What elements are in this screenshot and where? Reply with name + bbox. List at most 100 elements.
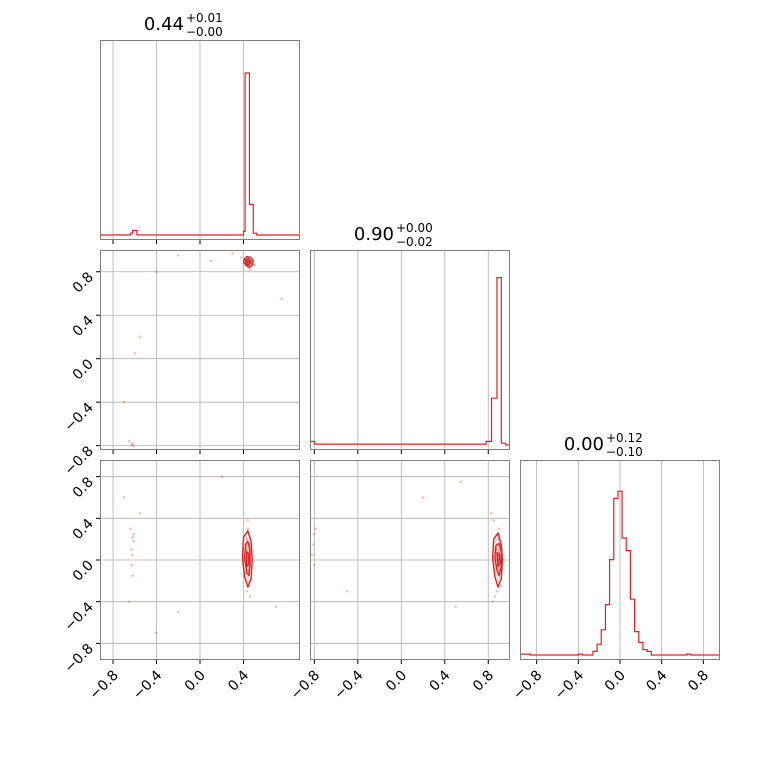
scatter-0-2-point-26 xyxy=(128,600,131,603)
scatter-1-2-frame xyxy=(310,460,510,660)
scatter-1-2-xtick-label-2: 0.0 xyxy=(383,668,410,695)
scatter-1-2-point-14 xyxy=(310,553,314,557)
scatter-1-2-contour-2 xyxy=(496,552,501,567)
scatter-1-2-point-19 xyxy=(421,496,425,499)
hist-param-1-title-plus: +0.00 xyxy=(396,221,433,235)
scatter-0-1-point-19 xyxy=(138,335,142,339)
hist-param-1-frame xyxy=(310,250,510,450)
scatter-0-2-point-15 xyxy=(131,553,134,557)
hist-param-0-title: 0.44 +0.01−0.00 xyxy=(144,11,223,39)
hist-param-2-xtick-label-2: 0.0 xyxy=(602,668,629,695)
hist-param-1-title-minus: −0.02 xyxy=(396,235,433,249)
scatter-0-1-point-13 xyxy=(231,251,234,255)
hist-param-2-title: 0.00 +0.12−0.10 xyxy=(564,431,643,459)
hist-param-2-step-line xyxy=(520,490,720,656)
scatter-0-1-frame xyxy=(100,250,300,450)
scatter-0-1-point-15 xyxy=(132,444,135,447)
scatter-0-2-ytick-label-1: −0.4 xyxy=(61,599,96,634)
scatter-0-2-ytick-label-2: 0.0 xyxy=(70,558,97,585)
hist-param-2-xtick-label-4: 0.8 xyxy=(685,668,712,695)
scatter-0-2-ytick-label-4: 0.8 xyxy=(70,474,97,501)
scatter-1-2-point-13 xyxy=(311,543,315,546)
hist-param-2-title-minus: −0.10 xyxy=(606,445,643,459)
scatter-0-1-point-24 xyxy=(209,259,213,263)
scatter-0-2-ytick-label-3: 0.4 xyxy=(70,516,97,543)
hist-param-0-frame xyxy=(100,40,300,240)
scatter-0-2-xtick-label-2: 0.0 xyxy=(182,668,209,695)
scatter-0-2-point-2 xyxy=(245,537,249,541)
scatter-1-2-point-21 xyxy=(491,600,494,603)
scatter-0-2-point-13 xyxy=(132,539,135,543)
scatter-1-2-point-8 xyxy=(495,589,499,593)
scatter-0-1-contour-2 xyxy=(245,260,251,264)
scatter-0-1-point-18 xyxy=(122,400,126,404)
scatter-1-2-xtick-label-4: 0.8 xyxy=(470,668,497,695)
scatter-0-1-ytick-label-2: 0.0 xyxy=(70,356,97,383)
hist-param-1-background xyxy=(310,250,510,450)
scatter-1-2-point-12 xyxy=(313,532,316,536)
scatter-0-2-point-14 xyxy=(130,548,133,551)
scatter-0-2-frame xyxy=(100,460,300,660)
scatter-0-1-ytick-label-3: 0.4 xyxy=(70,313,97,340)
scatter-1-2-xtick-label-1: −0.4 xyxy=(331,667,366,702)
scatter-0-2-point-9 xyxy=(246,519,250,522)
scatter-0-2-point-8 xyxy=(245,589,249,593)
scatter-0-2-point-12 xyxy=(131,535,134,539)
scatter-0-2-point-23 xyxy=(274,605,278,609)
scatter-0-1-ytick-label-0: −0.8 xyxy=(61,443,96,478)
scatter-0-2-point-18 xyxy=(129,527,132,531)
scatter-0-1-point-11 xyxy=(253,263,256,267)
scatter-1-2-point-9 xyxy=(492,519,495,522)
scatter-1-2-xtick-label-3: 0.4 xyxy=(427,667,454,694)
hist-param-2-title-plus: +0.12 xyxy=(606,431,643,445)
scatter-0-1-point-10 xyxy=(248,268,252,271)
scatter-0-2-point-4 xyxy=(246,527,250,531)
scatter-0-1-point-17 xyxy=(128,440,131,443)
hist-param-1-title: 0.90 +0.00−0.02 xyxy=(354,221,433,249)
scatter-0-2-point-22 xyxy=(176,610,180,614)
hist-param-2-frame xyxy=(520,460,720,660)
scatter-0-2-ytick-label-0: −0.8 xyxy=(61,641,96,676)
scatter-0-2-point-20 xyxy=(122,496,126,499)
scatter-0-2-xtick-label-1: −0.4 xyxy=(130,667,165,702)
scatter-0-1-point-12 xyxy=(240,256,243,259)
scatter-1-2-point-4 xyxy=(497,527,501,531)
scatter-0-2-contour-2 xyxy=(245,551,250,567)
hist-param-0-title-plus: +0.01 xyxy=(186,11,223,25)
scatter-0-1-point-22 xyxy=(280,297,283,301)
scatter-0-1-point-21 xyxy=(176,254,180,257)
hist-param-2-xtick-label-1: −0.4 xyxy=(552,667,587,702)
scatter-0-2-point-25 xyxy=(220,475,224,478)
scatter-0-1-ytick-label-4: 0.8 xyxy=(70,269,97,296)
scatter-1-2-point-10 xyxy=(493,595,497,598)
scatter-0-1-point-20 xyxy=(155,270,158,274)
scatter-0-1-point-23 xyxy=(133,351,137,355)
hist-param-2-xtick-label-3: 0.4 xyxy=(643,667,670,694)
scatter-0-2-point-17 xyxy=(130,563,133,567)
hist-param-1-title-median: 0.90 xyxy=(354,224,394,245)
hist-param-0-title-minus: −0.00 xyxy=(186,25,223,39)
hist-param-2-xtick-label-0: −0.8 xyxy=(510,668,545,703)
scatter-0-1-point-16 xyxy=(130,443,133,446)
scatter-0-2-point-19 xyxy=(131,574,134,577)
scatter-1-2-point-2 xyxy=(496,537,500,541)
scatter-1-2-point-18 xyxy=(454,605,457,609)
hist-param-0-title-median: 0.44 xyxy=(144,14,184,35)
scatter-1-2-xtick-label-0: −0.8 xyxy=(288,668,323,703)
scatter-0-2-xtick-label-3: 0.4 xyxy=(225,667,252,694)
scatter-1-2-point-5 xyxy=(500,584,503,588)
scatter-1-2-point-17 xyxy=(459,480,463,484)
scatter-0-1-point-14 xyxy=(131,442,134,445)
scatter-1-2-point-16 xyxy=(313,563,316,567)
hist-param-2-title-median: 0.00 xyxy=(564,434,604,455)
scatter-0-2-xtick-label-0: −0.8 xyxy=(87,668,122,703)
scatter-0-2-point-21 xyxy=(138,511,142,515)
scatter-0-2-point-10 xyxy=(248,595,252,598)
scatter-1-2-point-22 xyxy=(490,511,493,515)
scatter-1-2-point-15 xyxy=(314,527,317,531)
hist-param-0-step-line xyxy=(100,72,300,236)
hist-param-1-step-line xyxy=(310,277,510,446)
scatter-0-2-point-24 xyxy=(155,631,158,635)
scatter-0-1-ytick-label-1: −0.4 xyxy=(61,400,96,435)
